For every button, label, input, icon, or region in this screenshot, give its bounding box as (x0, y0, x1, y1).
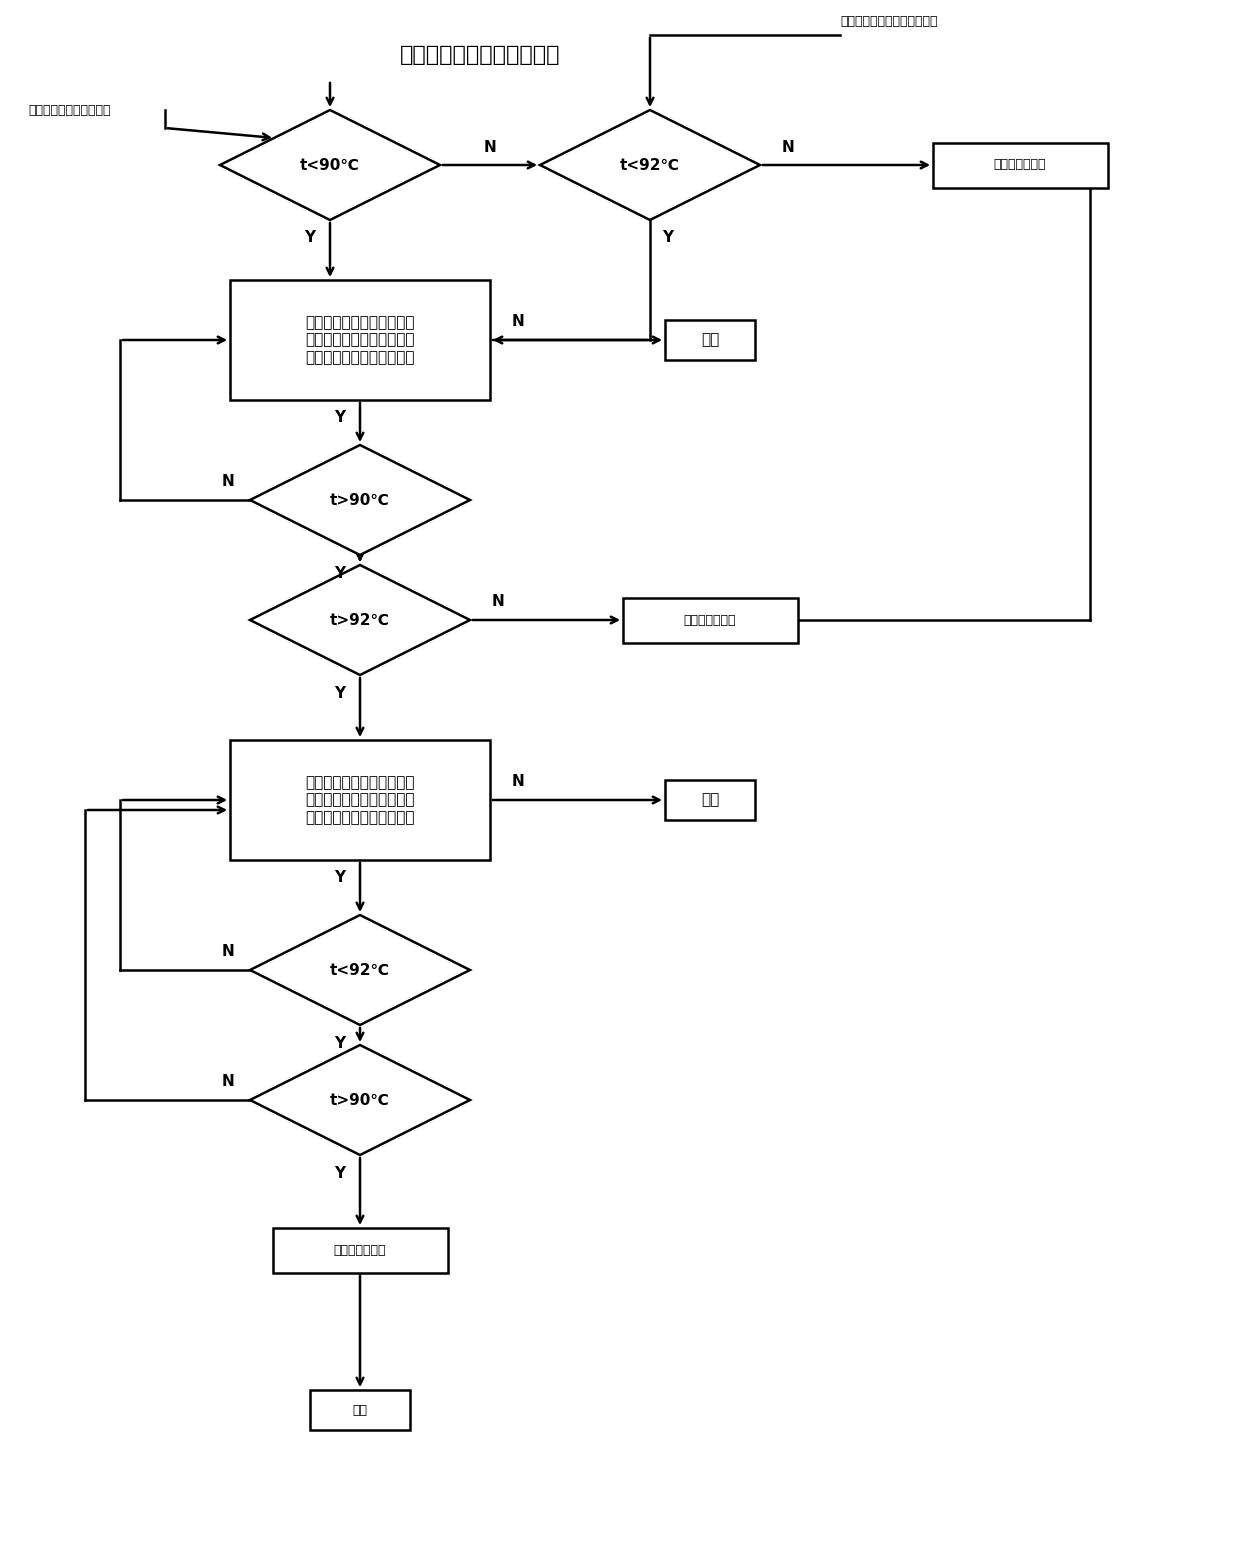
Bar (932, 142, 1107, 187)
Text: 自动逐步关小烟气冷却器热
某水循环旁路调节阀，自动
加大烟气冷却器主路调节阀: 自动逐步关小烟气冷却器热 某水循环旁路调节阀，自动 加大烟气冷却器主路调节阀 (305, 776, 414, 825)
Polygon shape (250, 445, 470, 555)
Text: 维持该运行状态: 维持该运行状态 (334, 1244, 386, 1256)
Text: 报警: 报警 (701, 332, 719, 348)
Text: N: N (222, 1074, 234, 1089)
Text: Y: Y (335, 411, 346, 425)
Text: 维持该运行状态: 维持该运行状态 (683, 613, 737, 627)
Text: t<92℃: t<92℃ (620, 158, 680, 173)
Text: t<90℃: t<90℃ (300, 158, 360, 173)
Text: 烟气冷却器出口原烟气温度: 烟气冷却器出口原烟气温度 (399, 45, 560, 65)
Text: Y: Y (335, 1165, 346, 1180)
Text: 结束: 结束 (352, 1403, 367, 1417)
Bar (229, 740, 490, 861)
Text: N: N (484, 139, 496, 154)
Bar (229, 280, 490, 400)
Text: t>90℃: t>90℃ (330, 1092, 389, 1108)
Text: N: N (222, 944, 234, 959)
Text: 维持该运行状态: 维持该运行状态 (993, 159, 1047, 171)
Text: N: N (512, 315, 525, 329)
Text: t<92℃: t<92℃ (330, 963, 391, 978)
Polygon shape (250, 565, 470, 675)
Polygon shape (250, 1044, 470, 1156)
Text: N: N (512, 774, 525, 789)
Text: Y: Y (335, 870, 346, 885)
Bar (273, 1227, 448, 1273)
Polygon shape (250, 915, 470, 1024)
Text: Y: Y (335, 1035, 346, 1051)
Text: t>92℃: t>92℃ (330, 612, 391, 627)
Text: Y: Y (662, 230, 673, 246)
Text: N: N (491, 595, 505, 609)
Text: Y: Y (335, 686, 346, 700)
Text: t>90℃: t>90℃ (330, 493, 389, 507)
Bar (310, 1390, 410, 1431)
Bar (665, 780, 755, 820)
Text: N: N (781, 139, 795, 154)
Polygon shape (539, 110, 760, 219)
Text: N: N (222, 474, 234, 490)
Text: 报警: 报警 (701, 793, 719, 808)
Text: 此温度根据工艺要求调整: 此温度根据工艺要求调整 (29, 104, 110, 116)
Text: 自动逐步加在烟气冷却器热
某水循环旁路调节阀，自动
关小烟气冷却器主路调节阀: 自动逐步加在烟气冷却器热 某水循环旁路调节阀，自动 关小烟气冷却器主路调节阀 (305, 315, 414, 365)
Bar (665, 320, 755, 360)
Text: Y: Y (305, 230, 315, 246)
Text: 此温度根据工艺要求进行调整: 此温度根据工艺要求进行调整 (839, 15, 937, 28)
Polygon shape (219, 110, 440, 219)
Text: Y: Y (335, 565, 346, 581)
Bar (622, 598, 797, 643)
